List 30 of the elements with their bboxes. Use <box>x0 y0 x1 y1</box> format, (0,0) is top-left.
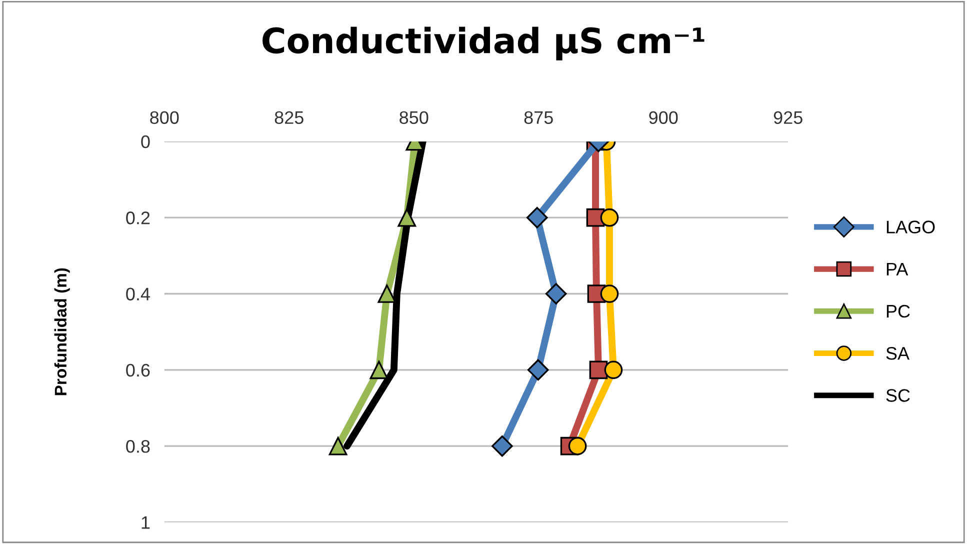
point <box>600 208 619 227</box>
legend-label: SC <box>886 389 910 402</box>
legend-label: LAGO <box>886 220 935 234</box>
y-tick-label: 0.6 <box>126 364 150 377</box>
legend-label: PC <box>886 304 910 318</box>
x-tick-label: 925 <box>774 111 802 124</box>
y-tick-label: 0 <box>141 135 150 148</box>
y-tick-label: 0.4 <box>126 288 150 300</box>
point <box>568 436 587 456</box>
point <box>545 283 567 304</box>
y-axis-title: Profundidad (m) <box>54 268 70 396</box>
y-tick-label: 1 <box>142 516 150 529</box>
chart-title: Conductividad µS cm⁻¹ <box>262 26 704 60</box>
x-tick-label: 800 <box>150 111 179 124</box>
y-tick-label: 0.2 <box>126 212 150 224</box>
point <box>600 284 619 303</box>
point <box>398 208 416 227</box>
x-tick-label: 875 <box>524 111 553 124</box>
legend-label: PA <box>886 262 908 276</box>
legend-label: SA <box>886 346 910 360</box>
x-tick-label: 825 <box>274 111 304 124</box>
point <box>328 436 348 456</box>
point <box>527 359 549 381</box>
point <box>526 206 548 228</box>
point <box>370 360 388 380</box>
point <box>604 360 623 380</box>
point <box>492 435 513 457</box>
x-tick-label: 850 <box>400 111 428 124</box>
x-tick-label: 900 <box>649 111 678 124</box>
y-tick-label: 0.8 <box>126 440 150 453</box>
